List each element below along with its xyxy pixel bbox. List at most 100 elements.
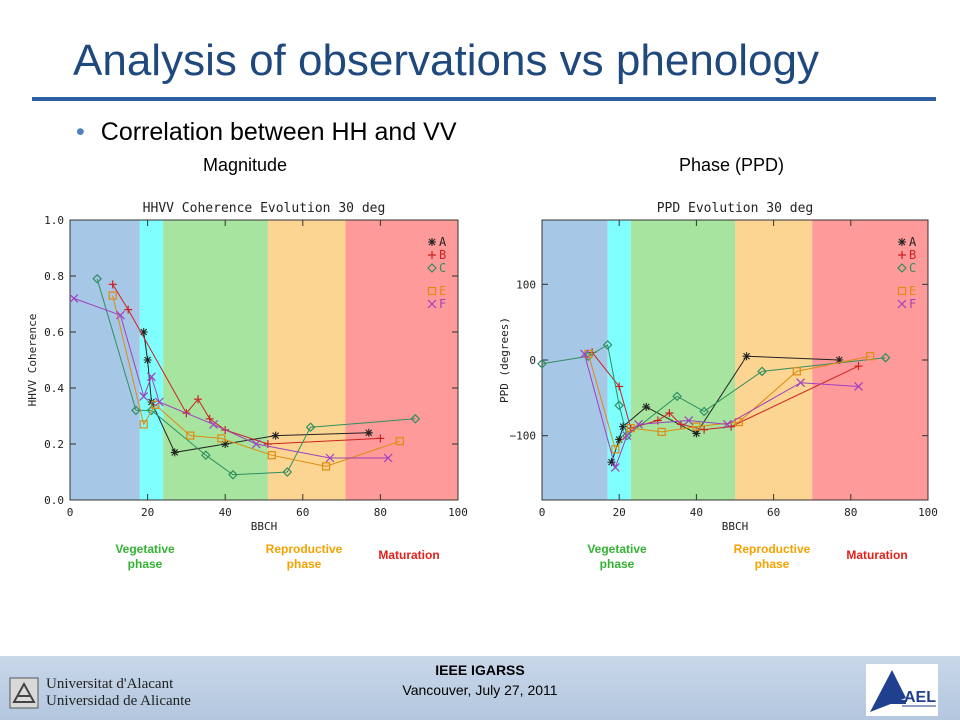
company-logo-text: AEL xyxy=(904,689,936,706)
phase-label-maturation-left: Maturation xyxy=(378,548,440,562)
data-point-A xyxy=(692,429,701,438)
x-tick-label: 0 xyxy=(539,506,546,519)
data-point-F xyxy=(325,453,335,463)
data-point-C xyxy=(131,405,141,416)
legend-marker-F xyxy=(427,299,437,309)
phase-band-0 xyxy=(70,220,140,500)
x-axis-label: BBCH xyxy=(251,520,278,530)
series-line-F xyxy=(583,353,859,470)
university-seal-icon xyxy=(9,677,39,709)
data-point-C xyxy=(672,391,682,402)
chart-title: HHVV Coherence Evolution 30 deg xyxy=(143,201,386,216)
legend-label-F: F xyxy=(909,297,916,311)
university-logo: Universitat d'Alacant Universidad de Ali… xyxy=(8,676,248,712)
data-point-B xyxy=(376,434,385,443)
series-line-C xyxy=(96,278,416,476)
data-point-C xyxy=(228,469,238,480)
y-tick-label: 1.0 xyxy=(44,214,64,227)
legend-label-B: B xyxy=(439,248,446,262)
phase-label-reproductive-right: Reproductive phase xyxy=(733,542,811,571)
legend-marker-E xyxy=(897,286,907,296)
data-point-F xyxy=(383,453,393,463)
phase-band-2 xyxy=(163,220,268,500)
bullet-dot-icon: • xyxy=(76,118,85,146)
phase-band-0 xyxy=(542,220,608,500)
y-tick-label: −100 xyxy=(510,430,537,443)
y-tick-label: 0.0 xyxy=(44,494,64,507)
series-A xyxy=(607,352,844,467)
data-point-F xyxy=(610,463,620,472)
y-axis-label: PPD (degrees) xyxy=(498,317,511,403)
x-tick-label: 100 xyxy=(918,506,938,519)
data-point-F xyxy=(622,431,632,441)
data-point-C xyxy=(146,405,157,416)
data-point-E xyxy=(792,367,801,376)
company-logo: AEL xyxy=(866,664,938,716)
data-point-E xyxy=(734,417,743,427)
phase-label-reproductive-left: Reproductive phase xyxy=(265,542,343,571)
x-tick-label: 40 xyxy=(219,506,232,519)
legend-label-A: A xyxy=(909,235,917,249)
legend-marker-E xyxy=(427,286,437,296)
data-point-C xyxy=(614,400,625,411)
data-point-C xyxy=(410,413,421,424)
legend-marker-B xyxy=(428,251,436,259)
data-point-F xyxy=(139,391,149,401)
data-point-A xyxy=(139,328,148,336)
data-point-E xyxy=(186,431,195,440)
data-point-B xyxy=(727,422,736,431)
data-point-E xyxy=(395,437,404,446)
ael-logo-icon: AEL xyxy=(870,670,936,712)
data-point-A xyxy=(742,352,751,361)
legend-marker-A xyxy=(898,238,906,246)
data-point-C xyxy=(699,406,709,417)
bullet-item: • Correlation between HH and VV xyxy=(76,118,457,147)
phase-band-2 xyxy=(630,220,735,500)
data-point-A xyxy=(364,428,373,437)
data-point-B xyxy=(124,305,133,314)
footer-bar: IEEE IGARSS Vancouver, July 27, 2011 xyxy=(0,656,960,720)
data-point-E xyxy=(321,462,331,471)
phase-label-maturation-right: Maturation xyxy=(846,548,908,562)
legend-marker-B xyxy=(898,251,906,259)
data-point-F xyxy=(147,372,156,382)
data-point-F xyxy=(722,419,732,429)
data-point-C xyxy=(537,358,547,369)
data-point-C xyxy=(92,273,103,284)
data-point-E xyxy=(108,291,117,300)
data-point-A xyxy=(143,356,152,364)
data-point-C xyxy=(757,366,767,377)
series-C xyxy=(92,273,421,480)
phase-band-3 xyxy=(735,220,813,500)
chart-title: PPD Evolution 30 deg xyxy=(657,201,814,216)
data-point-F xyxy=(116,310,125,320)
data-point-A xyxy=(619,422,628,431)
data-point-E xyxy=(611,445,620,454)
plot-frame xyxy=(69,219,459,501)
legend-label-E: E xyxy=(439,284,446,298)
bullet-text: Correlation between HH and VV xyxy=(100,118,457,146)
legend-label-C: C xyxy=(909,261,916,275)
x-tick-label: 40 xyxy=(690,506,703,519)
data-point-B xyxy=(676,420,685,429)
caption-magnitude: Magnitude xyxy=(203,155,288,175)
legend-label-F: F xyxy=(439,297,446,311)
y-tick-label: 100 xyxy=(516,278,536,291)
data-point-E xyxy=(139,420,148,429)
x-tick-label: 60 xyxy=(296,506,309,519)
series-B xyxy=(108,280,385,448)
phase-label-vegetative-left: Vegetative phase xyxy=(115,542,175,571)
data-point-F xyxy=(634,419,643,429)
footer-date: Vancouver, July 27, 2011 xyxy=(402,682,558,698)
y-tick-label: 0 xyxy=(529,354,536,367)
data-point-C xyxy=(622,430,632,441)
data-point-B xyxy=(665,408,674,417)
chart-ppd: PPD Evolution 30 deg 0 20 40 60 80 100 −100 0 100… xyxy=(498,201,938,530)
y-tick-label: 0.2 xyxy=(44,438,64,451)
data-point-F xyxy=(69,293,79,303)
data-point-C xyxy=(602,340,613,350)
data-point-B xyxy=(700,425,709,434)
x-tick-label: 100 xyxy=(448,506,468,519)
